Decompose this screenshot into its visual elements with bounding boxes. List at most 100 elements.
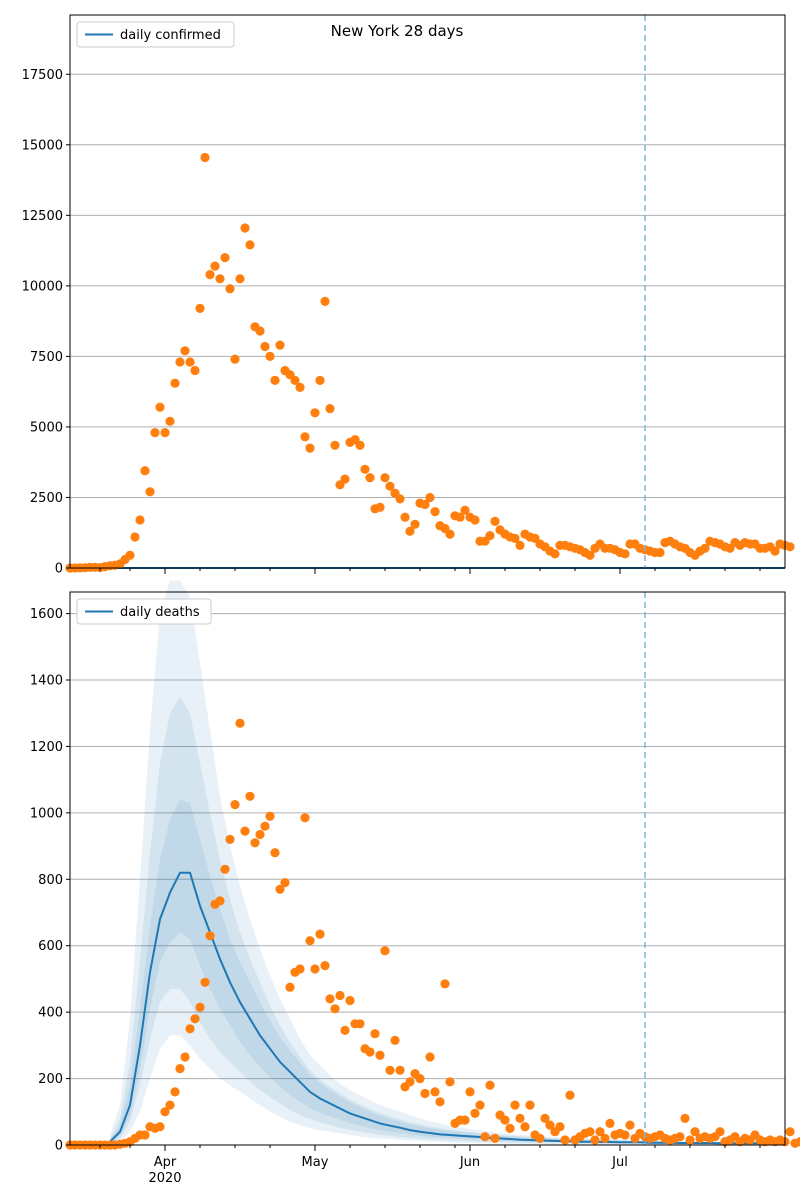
observed-point: [605, 1118, 615, 1128]
confirmed-legend-label: daily confirmed: [120, 28, 221, 43]
observed-point: [420, 1088, 430, 1099]
observed-point: [150, 428, 160, 438]
observed-point: [315, 375, 325, 385]
observed-point: [540, 1113, 550, 1123]
observed-point: [180, 346, 190, 356]
observed-point: [280, 878, 290, 888]
y-tick-label: 2500: [30, 491, 63, 506]
x-year-label: 2020: [148, 1171, 181, 1186]
observed-point: [225, 284, 235, 294]
observed-point: [385, 1065, 395, 1075]
observed-point: [135, 515, 145, 525]
observed-point: [515, 540, 525, 551]
observed-point: [130, 532, 140, 542]
deaths-panel: 0 200 400 600 800 1000 1200 1400 1600 Apr May Jun J…: [30, 580, 800, 1186]
observed-point: [260, 821, 270, 831]
observed-point: [445, 1077, 455, 1087]
observed-point: [490, 516, 500, 527]
y-tick-label: 17500: [22, 68, 63, 83]
observed-point: [440, 979, 450, 989]
observed-point: [340, 474, 350, 484]
observed-point: [275, 340, 285, 350]
observed-point: [385, 481, 395, 491]
observed-point: [175, 357, 185, 367]
observed-point: [435, 1097, 445, 1107]
observed-point: [795, 1137, 800, 1147]
confirmed-legend: daily confirmed: [76, 21, 235, 48]
observed-point: [655, 547, 665, 558]
observed-point: [475, 1100, 485, 1110]
observed-point: [525, 1100, 535, 1110]
observed-point: [590, 1135, 600, 1145]
observed-point: [160, 1107, 170, 1117]
uncertainty-band: [110, 580, 785, 1145]
confirmed-axes-frame: [69, 14, 786, 569]
observed-point: [170, 378, 180, 388]
observed-point: [265, 351, 275, 361]
observed-point: [200, 977, 210, 987]
observed-point: [510, 1100, 520, 1110]
observed-point: [455, 512, 465, 522]
observed-point: [620, 1130, 630, 1140]
observed-point: [675, 1132, 685, 1142]
observed-point: [255, 326, 265, 336]
observed-point: [205, 931, 215, 941]
deaths-uncertainty-bands: [110, 580, 785, 1145]
deaths-axes-frame: [69, 591, 786, 1146]
observed-point: [180, 1052, 190, 1062]
observed-point: [545, 1120, 555, 1130]
observed-point: [215, 274, 225, 284]
observed-point: [560, 1135, 570, 1145]
observed-point: [625, 1120, 635, 1130]
observed-point: [380, 473, 390, 483]
observed-point: [600, 1133, 610, 1143]
observed-point: [185, 357, 195, 367]
deaths-legend: daily deaths: [76, 598, 212, 625]
observed-point: [620, 549, 630, 559]
observed-point: [425, 1052, 435, 1062]
observed-point: [125, 550, 135, 560]
observed-point: [425, 492, 435, 503]
observed-point: [250, 838, 260, 848]
deaths-legend-box: [76, 598, 212, 625]
observed-point: [365, 473, 375, 483]
observed-point: [310, 408, 320, 418]
y-tick-label: 400: [38, 1006, 63, 1021]
confirmed-gridlines: [70, 73, 785, 569]
observed-point: [245, 240, 255, 250]
observed-point: [230, 800, 240, 810]
observed-point: [305, 443, 315, 453]
observed-point: [415, 1074, 425, 1084]
x-tick-label: May: [302, 1155, 329, 1170]
observed-point: [365, 1047, 375, 1057]
observed-point: [200, 152, 210, 163]
observed-point: [160, 428, 170, 438]
observed-point: [310, 964, 320, 974]
observed-point: [275, 884, 285, 894]
deaths-legend-label: daily deaths: [120, 605, 200, 620]
observed-point: [485, 1080, 495, 1090]
observed-point: [145, 487, 155, 497]
confirmed-y-ticks: 0 2500 5000 7500 10000 12500 15000 17500: [22, 68, 70, 577]
observed-point: [715, 1127, 725, 1137]
y-tick-label: 1400: [30, 674, 63, 689]
y-tick-label: 1000: [30, 806, 63, 821]
observed-point: [295, 964, 305, 974]
observed-point: [585, 550, 595, 560]
observed-point: [270, 375, 280, 385]
observed-point: [320, 296, 330, 306]
observed-point: [175, 1064, 185, 1074]
observed-point: [215, 896, 225, 906]
observed-point: [165, 416, 175, 426]
observed-point: [380, 946, 390, 956]
observed-point: [155, 1122, 165, 1132]
observed-point: [700, 543, 710, 553]
observed-point: [330, 440, 340, 450]
observed-point: [325, 404, 335, 414]
observed-point: [520, 1122, 530, 1132]
observed-point: [260, 341, 270, 352]
observed-point: [585, 1127, 595, 1137]
observed-point: [355, 440, 365, 450]
observed-point: [445, 529, 455, 539]
